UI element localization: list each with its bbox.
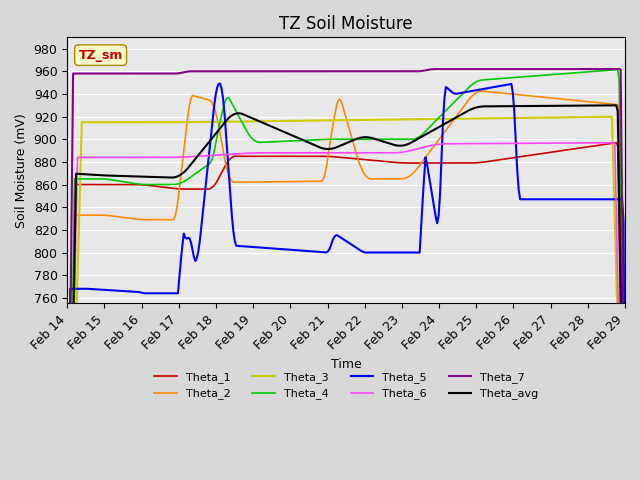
Theta_2 xyxy=(618,324,626,329)
Theta_5 xyxy=(621,458,629,464)
Theta_avg xyxy=(350,137,358,143)
Line: Theta_3: Theta_3 xyxy=(67,117,625,480)
Theta_7 xyxy=(83,71,90,76)
Line: Theta_5: Theta_5 xyxy=(67,84,625,480)
Theta_1 xyxy=(612,140,620,145)
Theta_avg xyxy=(618,372,626,377)
Theta_2 xyxy=(100,212,108,218)
Theta_6 xyxy=(461,141,468,146)
Theta_5 xyxy=(352,244,360,250)
Theta_7 xyxy=(100,71,108,76)
Theta_4 xyxy=(350,136,358,142)
Theta_6 xyxy=(83,155,90,160)
Theta_4 xyxy=(618,296,626,301)
Line: Theta_2: Theta_2 xyxy=(67,91,625,480)
Theta_3 xyxy=(618,479,626,480)
Y-axis label: Soil Moisture (mV): Soil Moisture (mV) xyxy=(15,113,28,228)
Theta_3 xyxy=(461,116,468,121)
Theta_5 xyxy=(83,286,90,292)
Theta_avg xyxy=(100,172,108,178)
Theta_6 xyxy=(609,140,617,145)
Theta_avg xyxy=(461,109,468,115)
Theta_4 xyxy=(614,67,621,72)
Line: Theta_7: Theta_7 xyxy=(67,69,625,480)
Theta_7 xyxy=(350,69,358,74)
Legend: Theta_1, Theta_2, Theta_3, Theta_4, Theta_5, Theta_6, Theta_7, Theta_avg: Theta_1, Theta_2, Theta_3, Theta_4, Thet… xyxy=(150,368,542,404)
Theta_5 xyxy=(545,196,553,202)
Theta_2 xyxy=(545,95,553,101)
Theta_5 xyxy=(618,196,626,202)
Theta_7 xyxy=(545,66,553,72)
Line: Theta_4: Theta_4 xyxy=(67,70,625,480)
Theta_6 xyxy=(100,155,108,160)
Theta_6 xyxy=(544,140,552,146)
Theta_7 xyxy=(621,475,629,480)
Theta_2 xyxy=(461,102,468,108)
Line: Theta_avg: Theta_avg xyxy=(67,105,625,480)
Theta_4 xyxy=(544,72,552,78)
Theta_2 xyxy=(350,143,358,149)
Theta_4 xyxy=(83,176,90,182)
Theta_3 xyxy=(607,114,614,120)
Theta_3 xyxy=(100,120,108,125)
Theta_1 xyxy=(83,182,90,188)
Theta_avg xyxy=(544,103,552,109)
Theta_1 xyxy=(544,150,552,156)
Theta_3 xyxy=(350,117,358,123)
Theta_4 xyxy=(100,176,108,182)
Theta_3 xyxy=(83,120,90,125)
Theta_1 xyxy=(350,156,358,161)
Title: TZ Soil Moisture: TZ Soil Moisture xyxy=(279,15,413,33)
Theta_4 xyxy=(461,88,468,94)
Theta_7 xyxy=(618,203,626,209)
Theta_5 xyxy=(215,81,223,87)
Text: TZ_sm: TZ_sm xyxy=(79,48,123,61)
Theta_7 xyxy=(463,66,470,72)
Theta_1 xyxy=(618,397,626,403)
Theta_1 xyxy=(100,182,108,188)
Theta_2 xyxy=(83,212,90,218)
Theta_avg xyxy=(83,171,90,177)
Theta_6 xyxy=(350,150,358,156)
Theta_1 xyxy=(461,160,468,166)
Theta_avg xyxy=(612,102,620,108)
Theta_2 xyxy=(479,88,486,94)
X-axis label: Time: Time xyxy=(331,358,362,371)
Theta_3 xyxy=(544,115,552,120)
Theta_5 xyxy=(100,287,108,293)
Line: Theta_6: Theta_6 xyxy=(67,143,625,480)
Line: Theta_1: Theta_1 xyxy=(67,143,625,480)
Theta_7 xyxy=(432,66,440,72)
Theta_5 xyxy=(463,89,470,95)
